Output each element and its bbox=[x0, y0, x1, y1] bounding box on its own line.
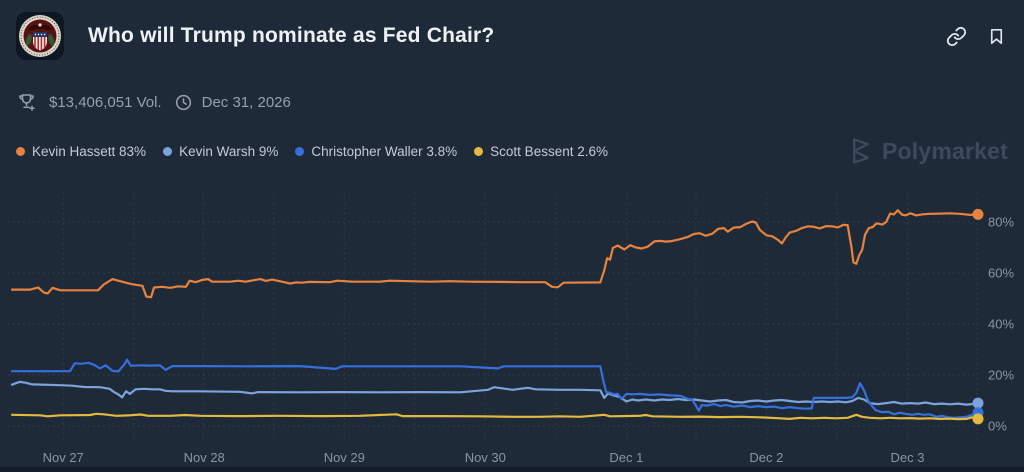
fed-seal-icon bbox=[19, 15, 61, 57]
y-axis-label: 20% bbox=[988, 368, 1014, 383]
legend-label: Kevin Warsh 9% bbox=[179, 143, 279, 159]
x-axis-label: Nov 28 bbox=[184, 450, 225, 465]
end-date-group: Dec 31, 2026 bbox=[174, 93, 291, 112]
series-line-bessent bbox=[10, 412, 980, 421]
x-axis-label: Dec 3 bbox=[891, 450, 925, 465]
legend-dot-icon bbox=[295, 146, 305, 156]
header-actions bbox=[946, 26, 1006, 47]
x-axis-label: Nov 30 bbox=[465, 450, 506, 465]
x-axis-label: Dec 2 bbox=[749, 450, 783, 465]
header: Who will Trump nominate as Fed Chair? bbox=[16, 12, 1006, 60]
series-line-hassett bbox=[10, 209, 980, 299]
legend-dot-icon bbox=[16, 146, 25, 156]
price-chart[interactable]: 0% 20% 40% 60% 80% Nov 27 Nov 28 Nov 29 Nov 30 De… bbox=[0, 190, 1024, 472]
bookmark-icon[interactable] bbox=[987, 26, 1006, 47]
stats-row: $13,406,051 Vol. Dec 31, 2026 bbox=[16, 92, 291, 113]
legend-label: Christopher Waller 3.8% bbox=[311, 143, 458, 159]
series-line-warsh bbox=[10, 380, 980, 406]
page-title: Who will Trump nominate as Fed Chair? bbox=[88, 24, 495, 47]
series-endpoint-bessent bbox=[972, 413, 984, 425]
x-axis-label: Nov 27 bbox=[43, 450, 84, 465]
x-axis-label: Dec 1 bbox=[609, 450, 643, 465]
leaderboard-trophy-icon[interactable] bbox=[16, 92, 37, 113]
legend: Kevin Hassett 83% Kevin Warsh 9% Christoph… bbox=[16, 144, 608, 159]
polymarket-watermark: Polymarket bbox=[849, 136, 1008, 166]
polymarket-watermark-text: Polymarket bbox=[881, 137, 1008, 164]
legend-item[interactable]: Christopher Waller 3.8% bbox=[295, 144, 457, 159]
legend-item[interactable]: Kevin Hassett 83% bbox=[16, 144, 146, 159]
volume-text: $13,406,051 Vol. bbox=[49, 94, 162, 111]
clock-icon bbox=[174, 93, 193, 112]
legend-row: Kevin Hassett 83% Kevin Warsh 9% Christoph… bbox=[16, 136, 1008, 166]
polymarket-logo-icon bbox=[853, 138, 869, 164]
legend-label: Scott Bessent 2.6% bbox=[490, 143, 608, 159]
series-endpoint-hassett bbox=[972, 208, 984, 220]
legend-item[interactable]: Kevin Warsh 9% bbox=[163, 144, 278, 159]
x-axis-label: Nov 29 bbox=[324, 450, 365, 465]
series-endpoint-warsh bbox=[972, 397, 984, 409]
y-axis-label: 0% bbox=[988, 419, 1007, 434]
series-line-waller bbox=[10, 358, 980, 419]
legend-label: Kevin Hassett 83% bbox=[32, 143, 147, 159]
legend-dot-icon bbox=[163, 146, 173, 156]
y-axis-label: 40% bbox=[988, 317, 1014, 332]
copy-link-icon[interactable] bbox=[946, 26, 967, 47]
bottom-strip bbox=[0, 467, 1024, 472]
end-date-text: Dec 31, 2026 bbox=[201, 94, 291, 111]
market-avatar bbox=[16, 12, 64, 60]
y-axis-label: 80% bbox=[988, 215, 1014, 230]
legend-dot-icon bbox=[474, 146, 484, 156]
y-axis-label: 60% bbox=[988, 266, 1014, 281]
legend-item[interactable]: Scott Bessent 2.6% bbox=[474, 144, 608, 159]
